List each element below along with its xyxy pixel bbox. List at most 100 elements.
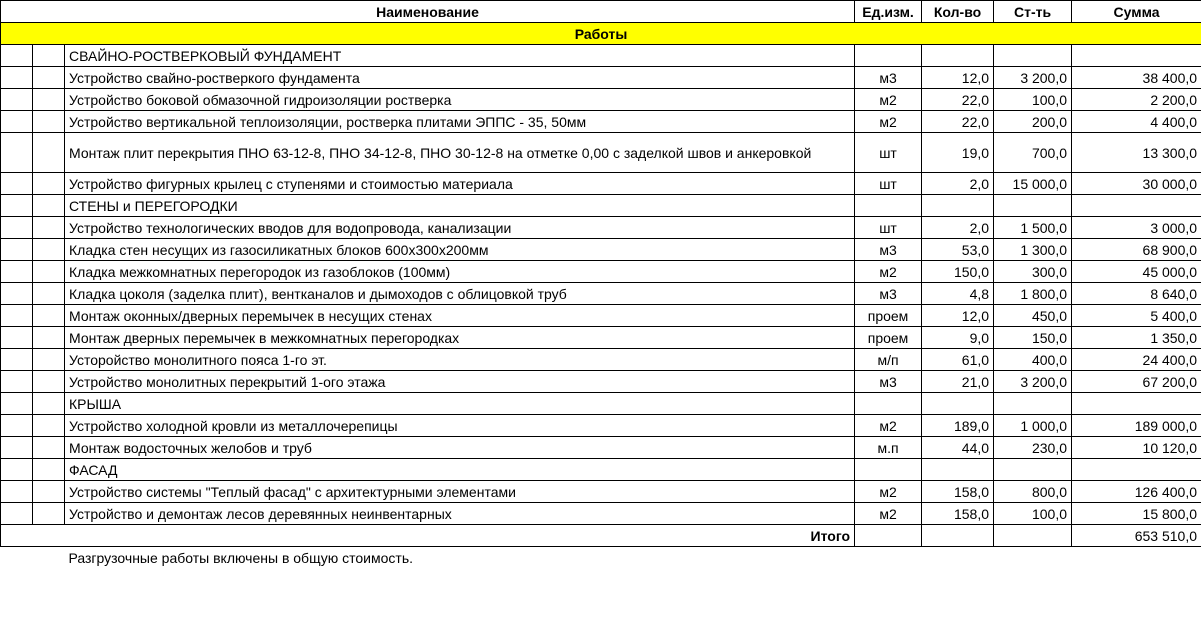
table-row: Монтаж оконных/дверных перемычек в несущ… <box>1 305 1201 327</box>
stub-cell <box>33 89 65 111</box>
row-unit: м2 <box>855 415 922 437</box>
table-row: Кладка межкомнатных перегородок из газоб… <box>1 261 1201 283</box>
empty-cell <box>922 195 994 217</box>
row-sum: 3 000,0 <box>1072 217 1201 239</box>
heading-row: СВАЙНО-РОСТВЕРКОВЫЙ ФУНДАМЕНТ <box>1 45 1201 67</box>
row-unit: м/п <box>855 349 922 371</box>
stub-cell <box>1 415 33 437</box>
table-row: Устройство вертикальной теплоизоляции, р… <box>1 111 1201 133</box>
row-unit: м2 <box>855 481 922 503</box>
stub-cell <box>1 459 33 481</box>
stub-cell <box>1 371 33 393</box>
section-row: Работы <box>1 23 1201 45</box>
row-name: СВАЙНО-РОСТВЕРКОВЫЙ ФУНДАМЕНТ <box>65 45 855 67</box>
row-unit: проем <box>855 305 922 327</box>
empty-cell <box>922 393 994 415</box>
row-name: ФАСАД <box>65 459 855 481</box>
table-row: Устройство фигурных крылец с ступенями и… <box>1 173 1201 195</box>
empty-cell <box>855 393 922 415</box>
empty-cell <box>922 45 994 67</box>
row-qty: 2,0 <box>922 217 994 239</box>
stub-cell <box>33 261 65 283</box>
row-name: Устройство системы "Теплый фасад" с архи… <box>65 481 855 503</box>
row-price: 230,0 <box>994 437 1072 459</box>
row-qty: 12,0 <box>922 67 994 89</box>
table-row: Монтаж дверных перемычек в межкомнатных … <box>1 327 1201 349</box>
row-sum: 2 200,0 <box>1072 89 1201 111</box>
stub-cell <box>1 437 33 459</box>
row-sum: 24 400,0 <box>1072 349 1201 371</box>
row-qty: 44,0 <box>922 437 994 459</box>
row-unit: м2 <box>855 261 922 283</box>
row-name: КРЫША <box>65 393 855 415</box>
row-name: Устройство фигурных крылец с ступенями и… <box>65 173 855 195</box>
row-name: Монтаж оконных/дверных перемычек в несущ… <box>65 305 855 327</box>
stub-cell <box>1 217 33 239</box>
stub-cell <box>1 133 33 173</box>
stub-cell <box>1 67 33 89</box>
empty-cell <box>994 525 1072 547</box>
stub-cell <box>1 111 33 133</box>
row-name: Устройство монолитных перекрытий 1-ого э… <box>65 371 855 393</box>
empty-cell <box>1072 195 1201 217</box>
row-price: 200,0 <box>994 111 1072 133</box>
row-price: 400,0 <box>994 349 1072 371</box>
row-price: 3 200,0 <box>994 67 1072 89</box>
row-qty: 158,0 <box>922 503 994 525</box>
empty-cell <box>1072 45 1201 67</box>
empty-cell <box>855 195 922 217</box>
table-row: Устройство технологических вводов для во… <box>1 217 1201 239</box>
empty-cell <box>1072 393 1201 415</box>
row-sum: 126 400,0 <box>1072 481 1201 503</box>
col-unit-header: Ед.изм. <box>855 1 922 23</box>
row-price: 450,0 <box>994 305 1072 327</box>
row-unit: м2 <box>855 503 922 525</box>
row-qty: 19,0 <box>922 133 994 173</box>
row-price: 100,0 <box>994 503 1072 525</box>
stub-cell <box>33 459 65 481</box>
stub-cell <box>1 481 33 503</box>
row-unit: м3 <box>855 239 922 261</box>
table-row: Кладка стен несущих из газосиликатных бл… <box>1 239 1201 261</box>
empty-cell <box>855 459 922 481</box>
row-sum: 1 350,0 <box>1072 327 1201 349</box>
stub-cell <box>33 371 65 393</box>
row-name: Кладка цоколя (заделка плит), вентканало… <box>65 283 855 305</box>
stub-cell <box>33 111 65 133</box>
row-name: Устройство холодной кровли из металлочер… <box>65 415 855 437</box>
stub-cell <box>33 283 65 305</box>
row-sum: 5 400,0 <box>1072 305 1201 327</box>
stub-cell <box>33 349 65 371</box>
row-sum: 45 000,0 <box>1072 261 1201 283</box>
heading-row: ФАСАД <box>1 459 1201 481</box>
total-row: Итого653 510,0 <box>1 525 1201 547</box>
row-name: Монтаж водосточных желобов и труб <box>65 437 855 459</box>
stub-cell <box>33 45 65 67</box>
footnote-row: Разгрузочные работы включены в общую сто… <box>1 547 1201 569</box>
header-row: Наименование Ед.изм. Кол-во Ст-ть Сумма <box>1 1 1201 23</box>
stub-cell <box>33 327 65 349</box>
row-qty: 150,0 <box>922 261 994 283</box>
row-qty: 12,0 <box>922 305 994 327</box>
row-sum: 8 640,0 <box>1072 283 1201 305</box>
row-sum: 189 000,0 <box>1072 415 1201 437</box>
row-unit: м3 <box>855 371 922 393</box>
row-unit: шт <box>855 173 922 195</box>
row-name: Устройство и демонтаж лесов деревянных н… <box>65 503 855 525</box>
row-unit: м2 <box>855 89 922 111</box>
table-row: Усторойство монолитного пояса 1-го эт.м/… <box>1 349 1201 371</box>
stub-cell <box>33 481 65 503</box>
row-price: 800,0 <box>994 481 1072 503</box>
table-row: Кладка цоколя (заделка плит), вентканало… <box>1 283 1201 305</box>
stub-cell <box>33 547 65 569</box>
total-label: Итого <box>1 525 855 547</box>
col-qty-header: Кол-во <box>922 1 994 23</box>
row-name: СТЕНЫ и ПЕРЕГОРОДКИ <box>65 195 855 217</box>
row-name: Монтаж дверных перемычек в межкомнатных … <box>65 327 855 349</box>
col-price-header: Ст-ть <box>994 1 1072 23</box>
stub-cell <box>33 305 65 327</box>
stub-cell <box>1 261 33 283</box>
row-price: 300,0 <box>994 261 1072 283</box>
row-sum: 10 120,0 <box>1072 437 1201 459</box>
row-name: Устройство технологических вводов для во… <box>65 217 855 239</box>
